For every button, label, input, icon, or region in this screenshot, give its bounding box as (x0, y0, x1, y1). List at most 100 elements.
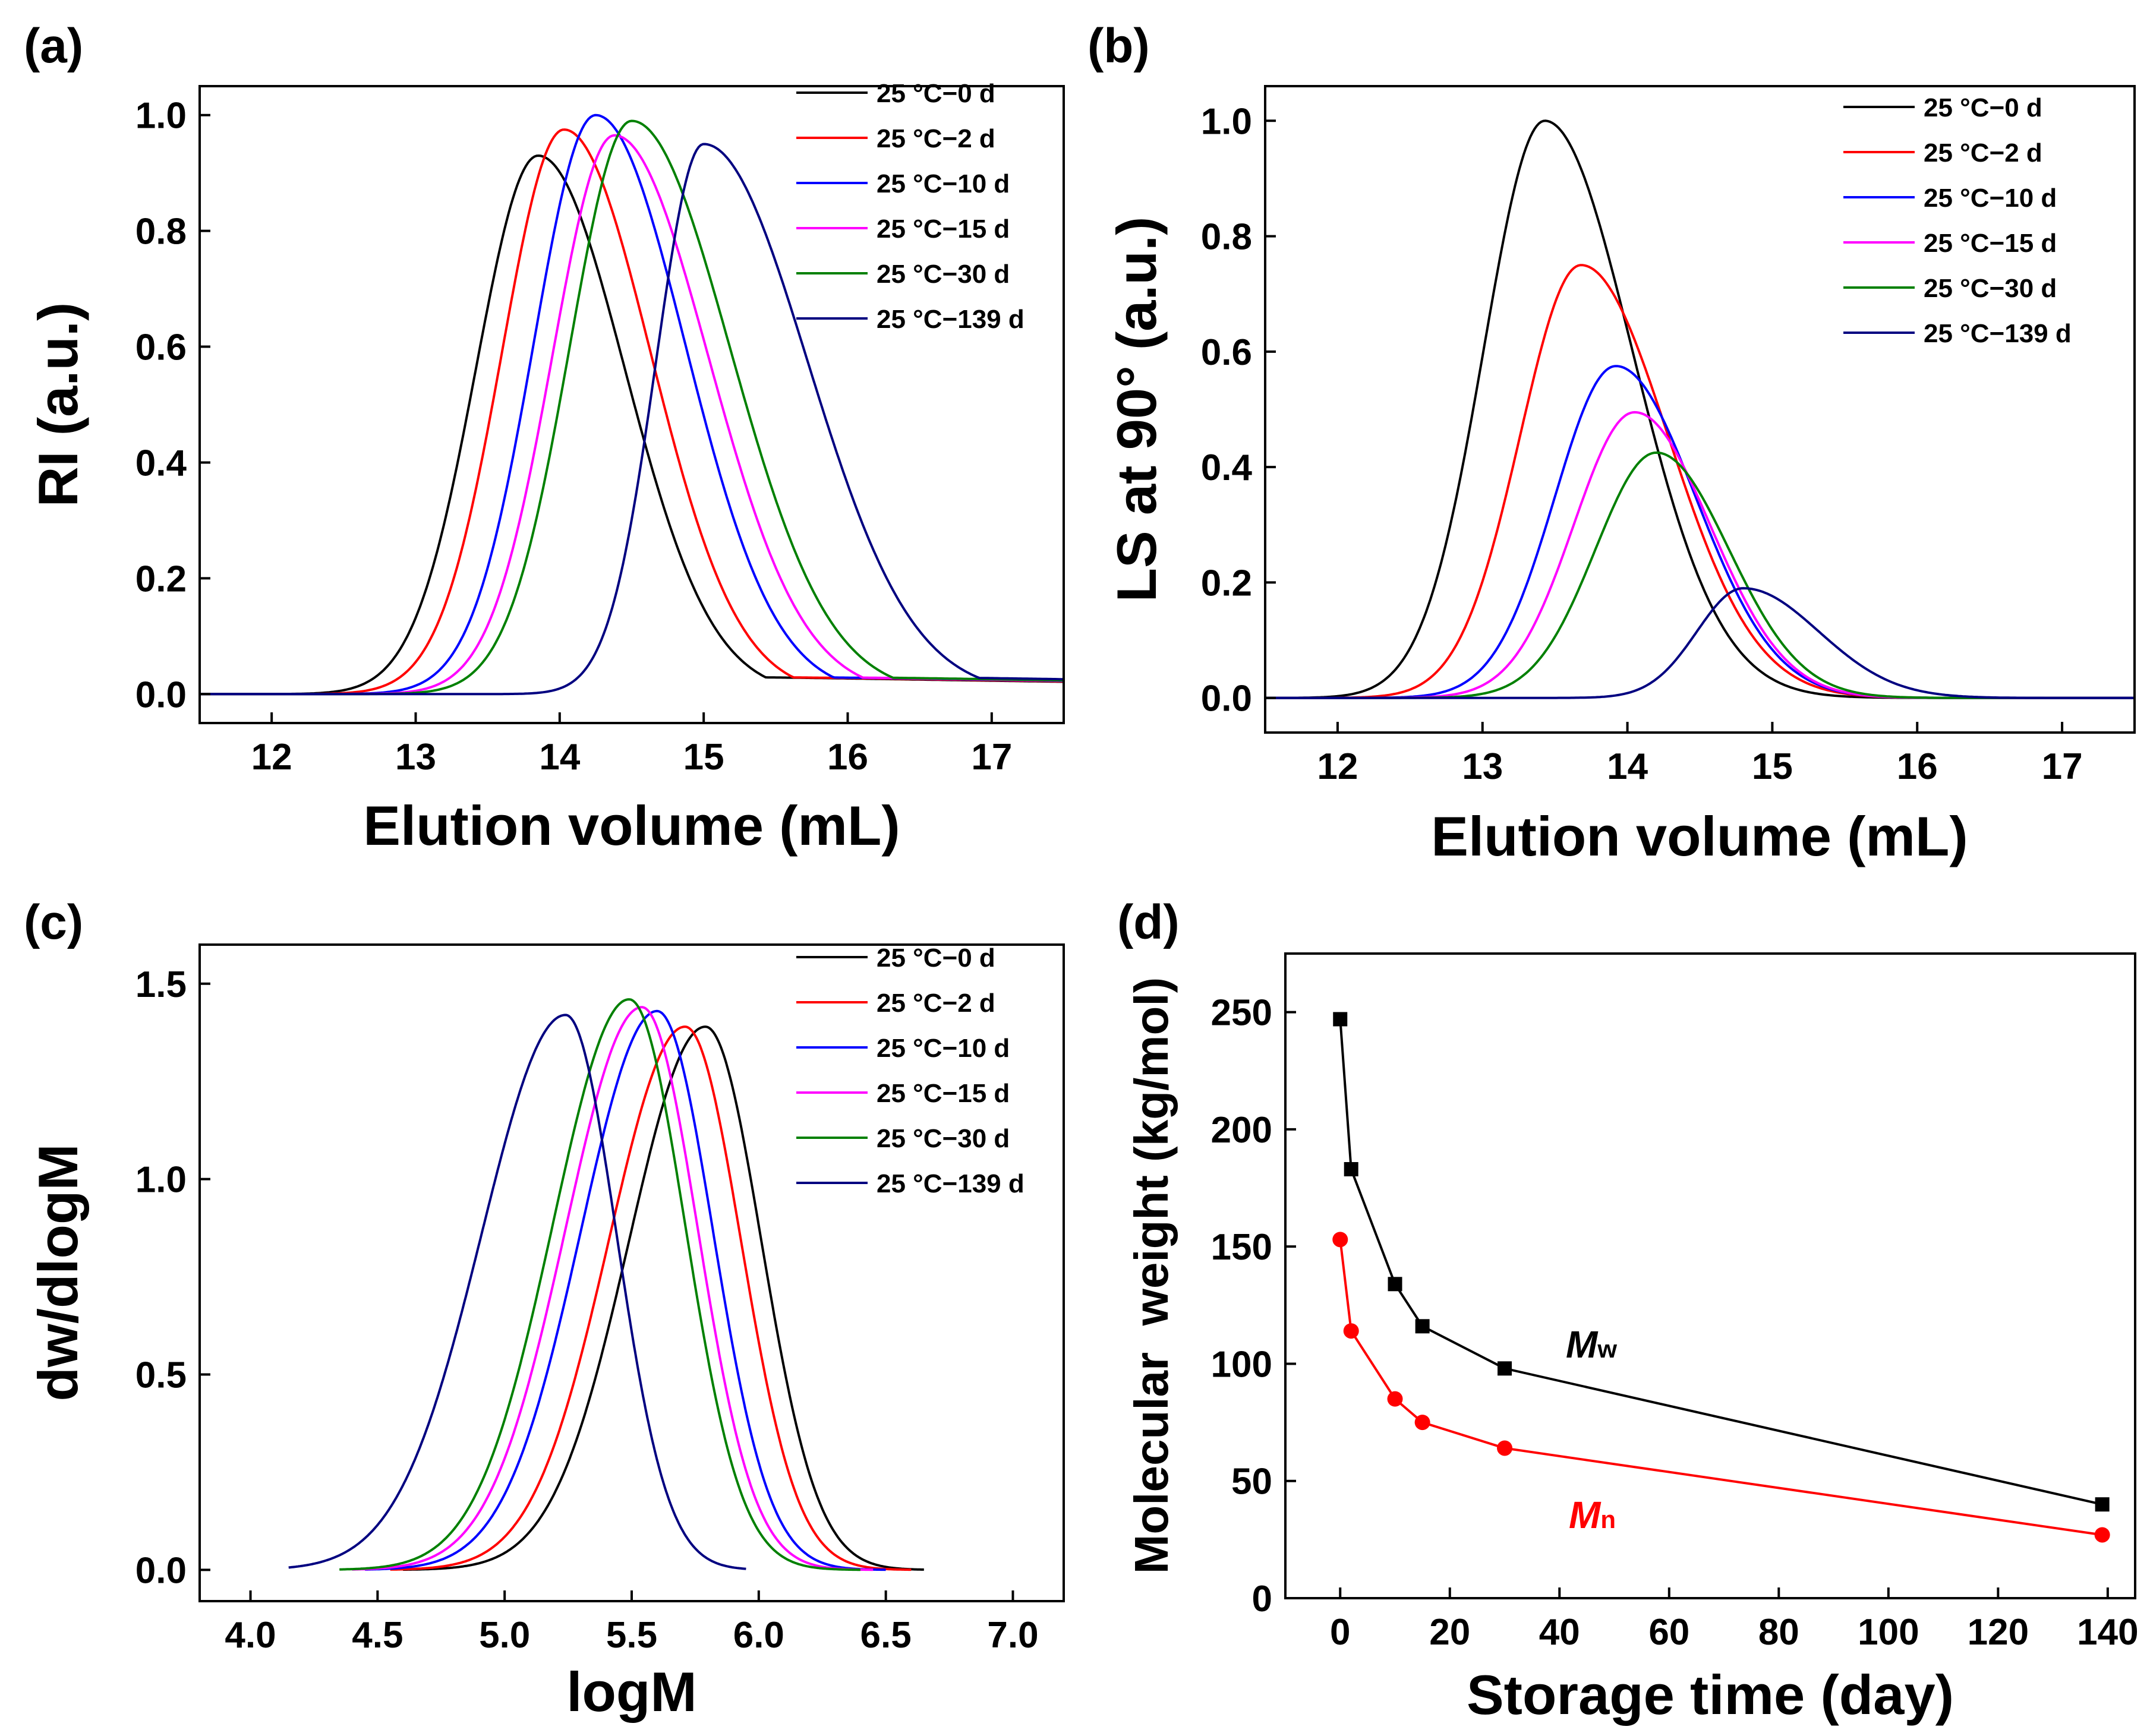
panel-c-curves (289, 999, 924, 1570)
panel-a-legend: 25 °C−0 d 25 °C−2 d 25 °C−10 d 25 °C−15 d 25… (796, 79, 1024, 334)
panel-d-plot-frame (1285, 954, 2135, 1598)
panel-a-y-axis-label: RI (a.u.) (27, 302, 89, 507)
x-tick-label: 17 (2042, 746, 2083, 787)
y-tick-label: 0.0 (135, 674, 187, 715)
data-point (1332, 1232, 1348, 1247)
y-tick-label: 1.0 (135, 1160, 187, 1201)
y-tick-label: 0.6 (135, 327, 187, 368)
x-tick-label: 15 (1752, 746, 1793, 787)
y-tick-label: 1.0 (1201, 101, 1252, 142)
x-tick-label: 0 (1330, 1612, 1350, 1653)
y-tick-label: 0.8 (1201, 217, 1252, 258)
y-tick-label: 0.6 (1201, 332, 1252, 373)
series-line (200, 121, 1064, 695)
panel-b-ls-chart: (b) 12 13 14 15 16 17 0.0 0.2 0.4 0.6 0.8 1.0 25 °… (1087, 19, 2135, 867)
mn-series-label: Mn (1569, 1494, 1616, 1536)
y-tick-label: 0.4 (1201, 447, 1253, 488)
mw-series-label-sub: w (1597, 1335, 1617, 1363)
legend-label: 25 °C−139 d (1924, 319, 2072, 348)
y-tick-label: 1.0 (135, 96, 187, 137)
mn-series-label-main: M (1569, 1494, 1602, 1536)
data-point (1498, 1361, 1512, 1375)
panel-d-y-axis-label: Molecular weight (kg/mol) (1125, 977, 1178, 1574)
legend-label: 25 °C−0 d (1924, 93, 2042, 122)
panel-c-legend: 25 °C−0 d 25 °C−2 d 25 °C−10 d 25 °C−15 d 25… (796, 943, 1024, 1198)
x-tick-label: 14 (539, 737, 580, 778)
data-point (1344, 1323, 1359, 1339)
panel-b-x-axis-label: Elution volume (mL) (1431, 805, 1968, 867)
legend-label: 25 °C−15 d (1924, 229, 2057, 258)
panel-d-molecular-weight-chart: (d) 0 20 40 60 80 100 120 140 0 50 100 150 200 250 S… (1117, 895, 2139, 1726)
x-tick-label: 140 (2077, 1612, 2138, 1653)
y-tick-label: 0.5 (135, 1355, 187, 1396)
legend-label: 25 °C−10 d (1924, 184, 2057, 213)
series-line (1265, 412, 2135, 698)
legend-label: 25 °C−15 d (877, 1079, 1010, 1108)
y-tick-label: 1.5 (135, 964, 187, 1005)
panel-a-letter: (a) (24, 19, 83, 73)
x-tick-label: 16 (1897, 746, 1938, 787)
panel-d-x-axis-label: Storage time (day) (1467, 1664, 1954, 1726)
legend-label: 25 °C−2 d (877, 989, 995, 1018)
x-tick-label: 5.5 (606, 1615, 657, 1656)
mn-series-label-sub: n (1600, 1505, 1616, 1533)
series-line (200, 115, 1064, 695)
x-tick-label: 13 (1462, 746, 1503, 787)
panel-b-letter: (b) (1087, 19, 1150, 73)
y-tick-label: 0.0 (135, 1550, 187, 1591)
x-tick-label: 14 (1607, 746, 1648, 787)
y-tick-label: 200 (1211, 1110, 1272, 1151)
data-point (1415, 1415, 1430, 1430)
panel-a-ri-chart: (a) 12 13 14 15 16 17 0.0 0.2 0.4 0.6 0.8 1.0 25 °… (24, 19, 1064, 857)
y-tick-label: 250 (1211, 993, 1272, 1034)
data-point (1388, 1391, 1403, 1407)
data-point (2095, 1497, 2110, 1511)
x-tick-label: 60 (1648, 1612, 1689, 1653)
y-tick-label: 50 (1231, 1462, 1272, 1503)
legend-label: 25 °C−2 d (877, 124, 995, 153)
data-point (1344, 1162, 1358, 1176)
series-line (403, 1027, 924, 1570)
x-tick-label: 15 (683, 737, 724, 778)
legend-label: 25 °C−30 d (1924, 274, 2057, 303)
x-tick-label: 4.0 (225, 1615, 276, 1656)
series-line (390, 1027, 912, 1570)
legend-label: 25 °C−0 d (877, 943, 995, 973)
mw-series-label-main: M (1566, 1323, 1599, 1366)
legend-label: 25 °C−10 d (877, 1034, 1010, 1063)
legend-label: 25 °C−15 d (877, 214, 1010, 244)
legend-label: 25 °C−0 d (877, 79, 995, 108)
data-point (1497, 1440, 1512, 1456)
panel-d-letter: (d) (1117, 895, 1180, 949)
panel-a-curves (200, 115, 1064, 695)
legend-label: 25 °C−139 d (877, 1169, 1024, 1198)
figure-canvas: (a) 12 13 14 15 16 17 0.0 0.2 0.4 0.6 0.8 1.0 25 °… (0, 0, 2150, 1736)
y-tick-label: 0 (1252, 1579, 1272, 1620)
panel-d-y-ticks: 050100150200250 (1211, 993, 1296, 1620)
y-tick-label: 100 (1211, 1344, 1272, 1385)
x-tick-label: 5.0 (479, 1615, 530, 1656)
x-tick-label: 16 (827, 737, 868, 778)
panel-c-y-axis-label: dw/dlogM (27, 1144, 89, 1401)
legend-label: 25 °C−2 d (1924, 138, 2042, 168)
legend-label: 25 °C−30 d (877, 1124, 1010, 1153)
x-tick-label: 6.5 (860, 1615, 912, 1656)
data-point (1333, 1012, 1347, 1026)
data-point (1416, 1319, 1430, 1333)
data-point (1388, 1277, 1402, 1291)
mw-series-label: Mw (1566, 1323, 1617, 1366)
x-tick-label: 7.0 (987, 1615, 1038, 1656)
y-tick-label: 0.4 (135, 443, 187, 484)
x-tick-label: 4.5 (352, 1615, 403, 1656)
panel-a-x-axis-label: Elution volume (mL) (363, 794, 900, 857)
series-line (1265, 588, 2135, 698)
x-tick-label: 12 (1317, 746, 1358, 787)
panel-c-dwdlogm-chart: (c) 4.0 4.5 5.0 5.5 6.0 6.5 7.0 0.00.51.01.5 2… (24, 895, 1064, 1723)
x-tick-label: 6.0 (733, 1615, 784, 1656)
x-tick-label: 80 (1758, 1612, 1799, 1653)
y-tick-label: 0.2 (1201, 563, 1252, 604)
x-tick-label: 17 (971, 737, 1012, 778)
y-tick-label: 0.2 (135, 558, 187, 599)
x-tick-label: 100 (1858, 1612, 1919, 1653)
panel-d-series (1332, 1012, 2110, 1542)
